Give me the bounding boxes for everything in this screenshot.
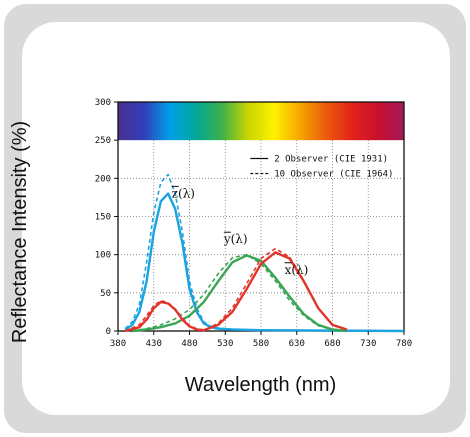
- y-axis-label: Reflectance Intensity (%): [9, 120, 31, 344]
- curve-label: x(λ): [285, 263, 309, 277]
- chart-panel: [22, 22, 450, 415]
- x-tick-label: 580: [253, 339, 269, 349]
- y-tick-label: 300: [95, 98, 111, 108]
- series-line: [124, 173, 405, 332]
- series-line: [124, 247, 348, 332]
- y-tick-label: 100: [95, 251, 111, 261]
- x-tick-label: 680: [324, 339, 340, 349]
- x-axis-label-box: Wavelength (nm): [118, 365, 403, 410]
- series-line: [132, 254, 347, 333]
- y-tick-label: 0: [106, 327, 111, 337]
- x-tick-label: 480: [181, 339, 197, 349]
- legend-label: 10 Observer (CIE 1964): [274, 169, 393, 179]
- series-line: [124, 251, 348, 333]
- x-tick-label: 630: [289, 339, 305, 349]
- outer-frame: [4, 4, 466, 433]
- x-tick-label: 380: [110, 339, 126, 349]
- curve-label: z(λ): [172, 186, 195, 200]
- series-line: [132, 253, 347, 332]
- x-axis-label: Wavelength (nm): [184, 374, 337, 396]
- curve-label: y(λ): [223, 232, 248, 246]
- x-tick-label: 530: [217, 339, 233, 349]
- x-tick-label: 430: [146, 339, 162, 349]
- x-tick-label: 780: [396, 339, 412, 349]
- x-tick-label: 730: [360, 339, 376, 349]
- y-tick-label: 150: [95, 213, 111, 223]
- legend-label: 2 Observer (CIE 1931): [274, 154, 388, 164]
- y-tick-label: 50: [100, 289, 111, 299]
- y-tick-label: 250: [95, 136, 111, 146]
- y-tick-label: 200: [95, 174, 111, 184]
- spectrum-band: [118, 102, 404, 141]
